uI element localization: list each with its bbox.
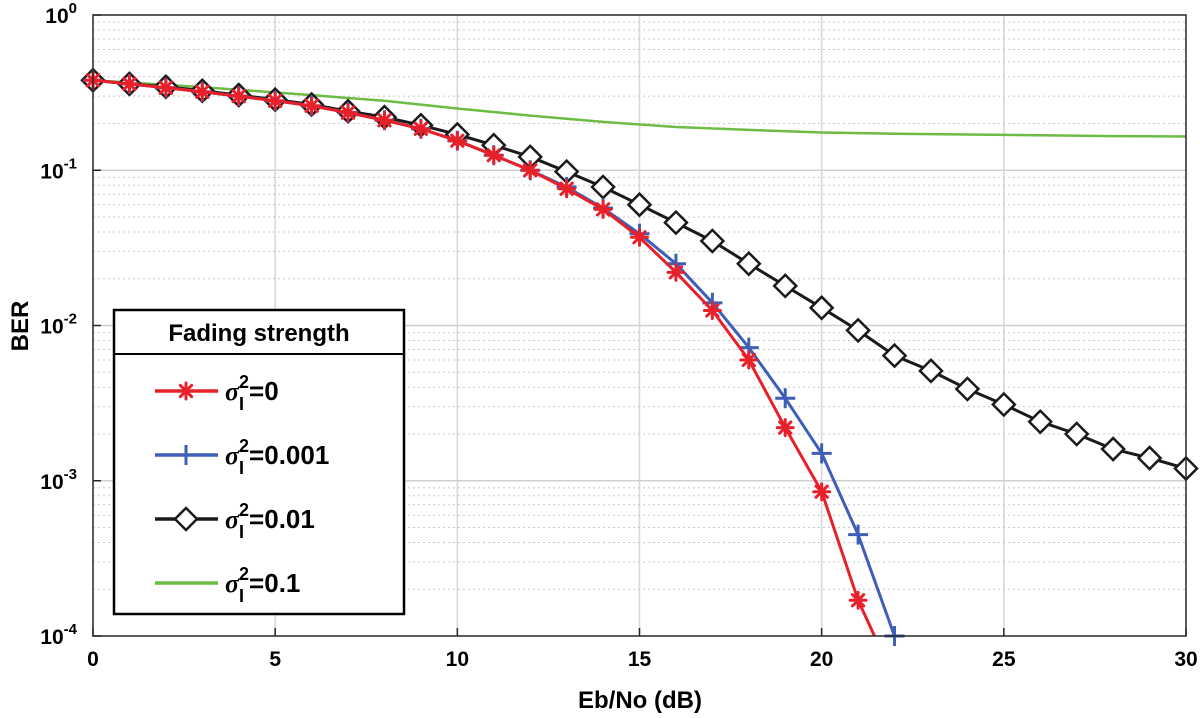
data-point-series-2 bbox=[590, 174, 616, 200]
data-point-series-0 bbox=[374, 110, 394, 130]
legend-label: σI2=0.1 bbox=[225, 564, 300, 606]
data-point-series-2 bbox=[991, 391, 1017, 418]
data-point-series-0-stroke bbox=[486, 148, 501, 163]
legend: Fading strength σI2=0σI2=0.001σI2=0.01σI… bbox=[112, 308, 406, 616]
legend-swatch-marker bbox=[176, 381, 196, 401]
data-point-series-0 bbox=[411, 119, 431, 139]
data-point-series-0 bbox=[302, 96, 322, 116]
data-point-series-0-stroke bbox=[450, 133, 465, 148]
data-point-series-0-stroke bbox=[632, 230, 647, 245]
legend-label: σI2=0.001 bbox=[225, 436, 329, 478]
y-tick-label: 10-1 bbox=[40, 155, 77, 183]
legend-item-1: σI2=0.001 bbox=[155, 436, 329, 478]
legend-title: Fading strength bbox=[168, 320, 349, 347]
x-tick-label: 5 bbox=[269, 648, 281, 671]
data-point-series-2 bbox=[808, 295, 835, 321]
data-point-series-0 bbox=[666, 262, 686, 282]
y-axis-label: BER bbox=[7, 301, 34, 352]
data-point-series-1 bbox=[848, 524, 869, 545]
x-tick-label: 10 bbox=[446, 648, 469, 671]
data-point-series-2 bbox=[626, 191, 653, 218]
x-tick-label: 15 bbox=[628, 648, 652, 671]
data-point-series-2 bbox=[1063, 421, 1090, 447]
data-point-series-0 bbox=[630, 227, 649, 247]
data-point-series-2 bbox=[1100, 436, 1126, 462]
data-point-series-2 bbox=[1136, 445, 1163, 471]
data-point-series-0-stroke bbox=[559, 181, 574, 196]
data-point-series-0 bbox=[593, 199, 613, 219]
legend-label: σI2=0.01 bbox=[225, 500, 315, 542]
data-point-series-0-stroke bbox=[195, 84, 210, 99]
data-point-series-0-stroke bbox=[741, 352, 756, 368]
x-tick-label: 30 bbox=[1174, 648, 1197, 671]
y-tick-label: 10-3 bbox=[40, 466, 77, 494]
data-point-series-0-stroke bbox=[413, 121, 429, 136]
data-point-series-0-stroke bbox=[523, 163, 538, 178]
data-point-series-2 bbox=[954, 376, 981, 402]
data-point-series-2 bbox=[1027, 408, 1054, 435]
y-tick-label: 10-4 bbox=[40, 621, 77, 649]
data-point-series-0 bbox=[192, 82, 212, 102]
data-point-series-0 bbox=[812, 482, 832, 502]
data-point-series-0 bbox=[119, 74, 139, 94]
data-point-series-0 bbox=[156, 78, 176, 98]
data-point-series-2 bbox=[699, 228, 726, 254]
tick-labels: 0 5 10 15 20 25 30 100 10-1 10-2 10-3 10-4 bbox=[40, 0, 1197, 671]
legend-swatch-marker bbox=[173, 506, 199, 532]
data-point-series-0-stroke bbox=[377, 113, 392, 128]
data-point-series-2 bbox=[736, 250, 762, 277]
legend-swatch-marker bbox=[176, 445, 196, 465]
data-point-series-0-stroke bbox=[705, 303, 720, 318]
data-point-series-0 bbox=[848, 590, 868, 610]
data-point-series-0-stroke bbox=[814, 484, 829, 499]
data-point-series-0 bbox=[484, 145, 504, 165]
data-point-series-0-stroke bbox=[340, 105, 356, 120]
data-point-series-0 bbox=[265, 91, 285, 111]
data-point-series-0-stroke bbox=[268, 93, 283, 108]
legend-swatch-marker-stroke bbox=[178, 383, 194, 399]
legend-item-3: σI2=0.1 bbox=[155, 564, 300, 606]
data-point-series-2 bbox=[772, 273, 799, 299]
data-point-series-0 bbox=[229, 86, 249, 106]
data-point-series-0-stroke bbox=[595, 202, 611, 217]
legend-box bbox=[112, 308, 406, 616]
legend-item-0: σI2=0 bbox=[155, 372, 279, 414]
x-tick-label: 20 bbox=[810, 648, 833, 671]
x-tick-label: 0 bbox=[87, 648, 99, 671]
data-point-series-0-stroke bbox=[158, 80, 174, 95]
data-point-series-0 bbox=[775, 418, 795, 438]
data-point-series-0-stroke bbox=[850, 593, 866, 608]
data-point-series-0 bbox=[702, 300, 722, 320]
data-point-series-1 bbox=[811, 443, 832, 464]
data-point-series-0 bbox=[520, 160, 540, 180]
legend-items: σI2=0 σI2=0.001 σI2=0.01 σI2=0.1 bbox=[155, 372, 329, 606]
legend-item-2: σI2=0.01 bbox=[155, 500, 315, 542]
data-point-series-0-stroke bbox=[122, 76, 137, 92]
data-point-series-0 bbox=[739, 350, 759, 370]
data-point-series-0 bbox=[447, 131, 467, 151]
data-point-series-2 bbox=[918, 358, 944, 384]
data-point-series-2 bbox=[845, 317, 871, 344]
data-point-series-1 bbox=[775, 388, 796, 409]
data-point-series-2 bbox=[881, 342, 908, 369]
y-tick-label: 100 bbox=[45, 0, 77, 28]
data-point-series-2 bbox=[663, 209, 689, 236]
data-point-series-0-stroke bbox=[668, 265, 684, 280]
x-tick-label: 25 bbox=[992, 648, 1016, 671]
x-axis-label: Eb/No (dB) bbox=[578, 687, 702, 714]
y-tick-label: 10-2 bbox=[40, 311, 77, 339]
data-point-series-0 bbox=[338, 103, 358, 123]
data-point-series-0-stroke bbox=[304, 98, 319, 113]
data-point-series-0 bbox=[557, 179, 577, 199]
legend-label: σI2=0 bbox=[225, 372, 279, 414]
data-point-series-0-stroke bbox=[778, 420, 793, 435]
data-point-series-0-stroke bbox=[231, 89, 246, 104]
